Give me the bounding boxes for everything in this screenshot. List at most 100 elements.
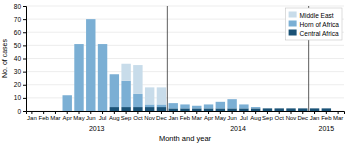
bar bbox=[216, 108, 225, 111]
y-tick: 50 bbox=[14, 42, 26, 49]
tick-label: 10 bbox=[14, 94, 22, 101]
tick-label: Aug bbox=[250, 115, 261, 121]
y-tick: 60 bbox=[14, 29, 26, 36]
x-tick: May bbox=[215, 111, 226, 121]
tick-mark bbox=[161, 111, 162, 114]
bar bbox=[110, 74, 119, 75]
tick-mark bbox=[114, 111, 115, 114]
tick-mark bbox=[149, 111, 150, 114]
bar bbox=[239, 104, 248, 108]
bar bbox=[286, 108, 295, 111]
bar bbox=[227, 99, 236, 100]
grid-line bbox=[26, 71, 344, 72]
tick-mark bbox=[196, 111, 197, 114]
y-axis: 01020304050607080 bbox=[14, 3, 27, 115]
bar bbox=[169, 103, 178, 108]
tick-mark bbox=[43, 111, 44, 114]
x-tick: Oct bbox=[275, 111, 285, 121]
axis-line bbox=[27, 112, 345, 115]
bar bbox=[192, 108, 201, 111]
bar bbox=[333, 111, 342, 112]
bar bbox=[251, 107, 260, 108]
legend-item: Middle East bbox=[289, 12, 334, 20]
tick-mark bbox=[23, 19, 26, 20]
bar bbox=[74, 44, 83, 111]
bar bbox=[239, 108, 248, 111]
tick-label: Sep bbox=[121, 115, 132, 121]
tick-label: Jul bbox=[240, 115, 248, 121]
tick-label: 50 bbox=[14, 42, 22, 49]
y-tick: 0 bbox=[17, 108, 26, 115]
tick-mark bbox=[291, 111, 292, 114]
tick-label: Mar bbox=[192, 115, 202, 121]
tick-label: 60 bbox=[14, 29, 22, 36]
x-tick: Jul bbox=[99, 111, 107, 121]
bar bbox=[333, 111, 342, 112]
x-tick: Oct bbox=[133, 111, 143, 121]
x-tick: May bbox=[73, 111, 84, 121]
x-tick: Nov bbox=[144, 111, 155, 121]
bar bbox=[298, 108, 307, 109]
bar bbox=[110, 107, 119, 111]
y-tick: 20 bbox=[14, 81, 26, 88]
bar bbox=[51, 111, 60, 112]
x-tick: Jul bbox=[240, 111, 248, 121]
bar bbox=[39, 111, 48, 112]
y-tick: 10 bbox=[14, 94, 26, 101]
x-tick: Nov bbox=[286, 111, 297, 121]
bar bbox=[286, 108, 295, 109]
series bbox=[63, 19, 261, 111]
tick-mark bbox=[55, 111, 56, 114]
tick-mark bbox=[137, 111, 138, 114]
tick-mark bbox=[23, 72, 26, 73]
bar bbox=[263, 108, 272, 109]
tick-label: Jan bbox=[310, 115, 320, 121]
bar bbox=[74, 44, 83, 45]
tick-label: Feb bbox=[38, 115, 49, 121]
year-label: 2013 bbox=[89, 125, 105, 132]
tick-mark bbox=[23, 85, 26, 86]
x-tick: Sep bbox=[121, 111, 132, 121]
bar bbox=[216, 101, 225, 102]
bar bbox=[310, 108, 319, 111]
tick-mark bbox=[326, 111, 327, 114]
x-tick: Apr bbox=[204, 111, 213, 121]
year-label: 2015 bbox=[319, 125, 335, 132]
tick-mark bbox=[79, 111, 80, 114]
y-tick: 40 bbox=[14, 55, 26, 62]
legend-swatch bbox=[289, 30, 297, 36]
tick-label: May bbox=[215, 115, 226, 121]
tick-label: Aug bbox=[109, 115, 120, 121]
year-labels: 201320142015 bbox=[89, 125, 334, 132]
tick-label: Jun bbox=[227, 115, 237, 121]
tick-mark bbox=[232, 111, 233, 114]
x-tick: Dec bbox=[297, 111, 308, 121]
bar bbox=[275, 108, 284, 109]
bar bbox=[98, 44, 107, 111]
tick-label: Apr bbox=[204, 115, 213, 121]
tick-mark bbox=[23, 32, 26, 33]
tick-label: Mar bbox=[333, 115, 343, 121]
x-axis: JanFebMarAprMayJunJulAugSepOctNovDecJanF… bbox=[27, 111, 345, 121]
tick-label: Jan bbox=[27, 115, 37, 121]
bar bbox=[227, 108, 236, 111]
bar bbox=[121, 64, 130, 81]
bar bbox=[121, 81, 130, 107]
tick-label: Dec bbox=[297, 115, 308, 121]
bar bbox=[133, 65, 142, 94]
bar bbox=[98, 44, 107, 45]
tick-mark bbox=[102, 111, 103, 114]
tick-label: 70 bbox=[14, 16, 22, 23]
bar bbox=[263, 108, 272, 111]
bar bbox=[169, 103, 178, 104]
tick-mark bbox=[302, 111, 303, 114]
bar bbox=[86, 19, 95, 20]
x-tick: Apr bbox=[63, 111, 72, 121]
legend-swatch bbox=[289, 12, 297, 18]
tick-mark bbox=[255, 111, 256, 114]
tick-label: Feb bbox=[180, 115, 191, 121]
tick-mark bbox=[23, 98, 26, 99]
tick-mark bbox=[338, 111, 339, 114]
bar bbox=[204, 104, 213, 105]
grid-line bbox=[26, 84, 344, 85]
